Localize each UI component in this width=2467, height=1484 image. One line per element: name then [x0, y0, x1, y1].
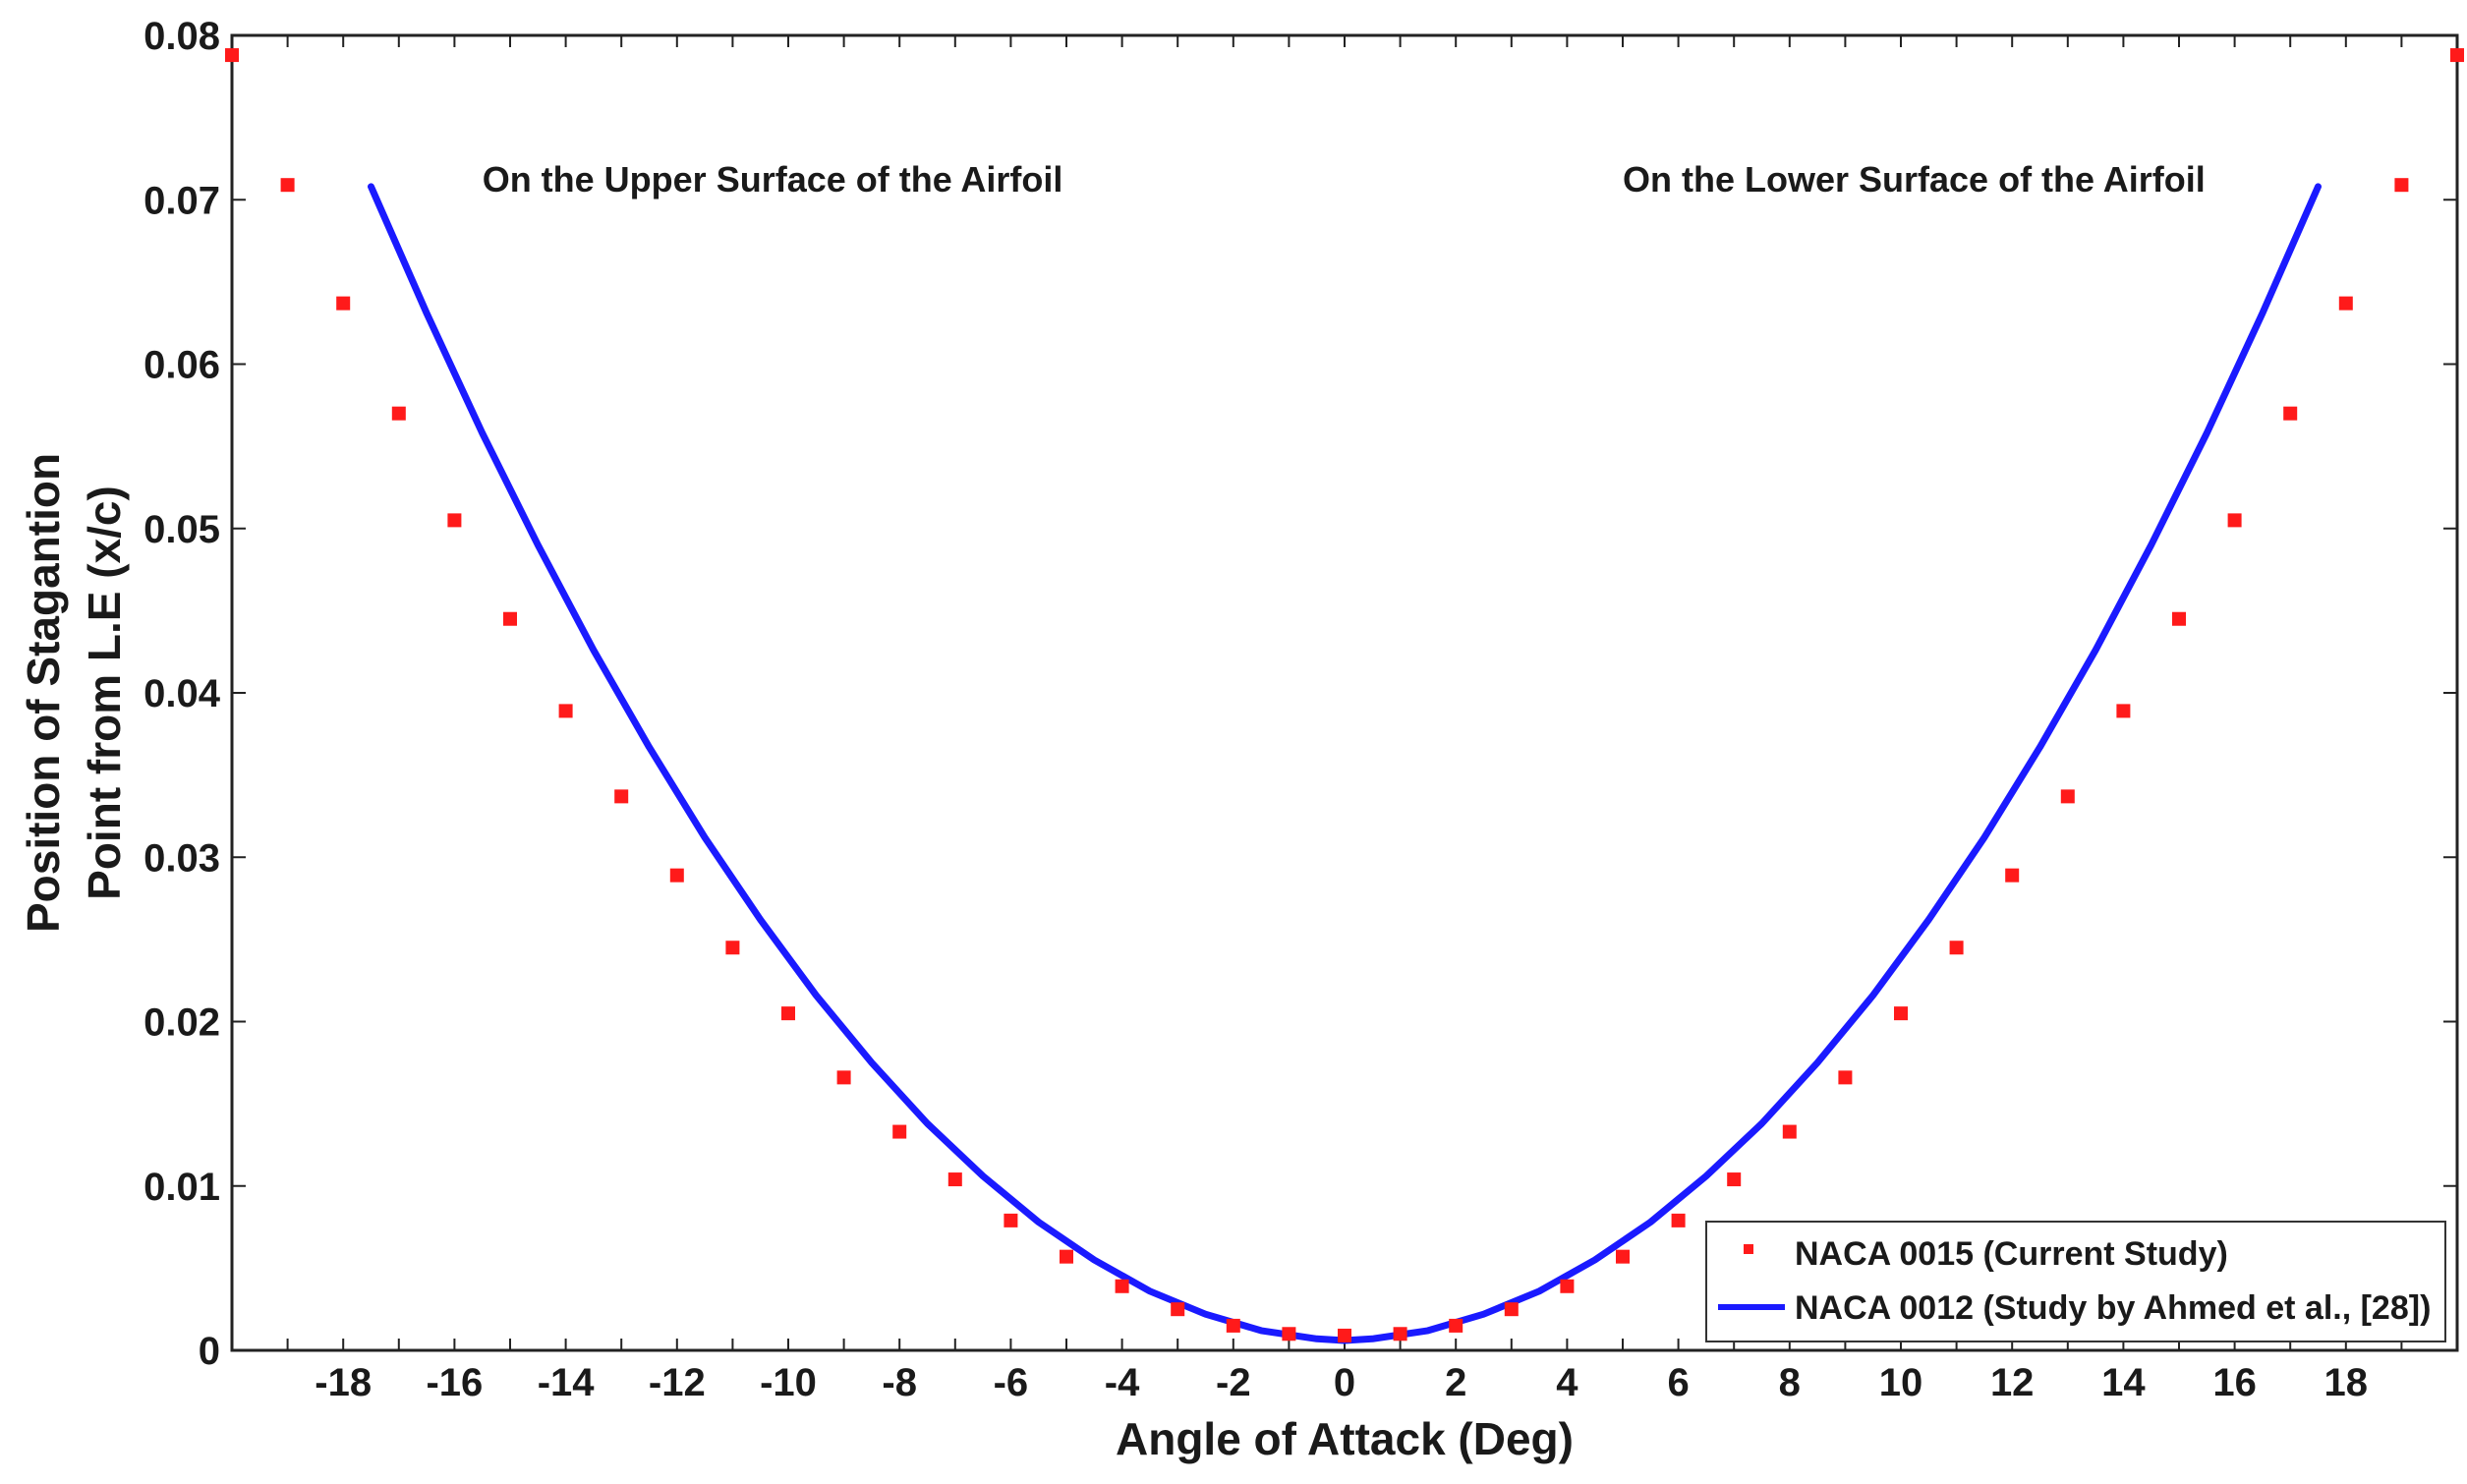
- marker-naca0015: [280, 178, 295, 193]
- marker-naca0015: [2394, 178, 2409, 193]
- marker-naca0015: [1171, 1302, 1185, 1317]
- marker-naca0015: [2060, 789, 2075, 804]
- marker-naca0015: [1838, 1070, 1853, 1085]
- marker-naca0015: [2116, 704, 2131, 718]
- x-tick-label: -12: [649, 1361, 706, 1404]
- x-tick-label: 16: [2212, 1361, 2257, 1404]
- marker-naca0015: [1060, 1249, 1073, 1264]
- x-tick-label: -4: [1105, 1361, 1140, 1404]
- legend-label-naca0015: NACA 0015 (Current Study): [1795, 1235, 2228, 1273]
- marker-naca0015: [2338, 296, 2353, 311]
- marker-naca0015: [1115, 1279, 1129, 1293]
- y-tick-label: 0.08: [143, 15, 220, 58]
- x-tick-label: 4: [1556, 1361, 1578, 1404]
- marker-naca0015: [447, 513, 462, 528]
- marker-naca0015: [1449, 1318, 1463, 1333]
- marker-naca0015: [2005, 868, 2020, 883]
- marker-naca0015: [836, 1070, 851, 1085]
- x-tick-label: 18: [2324, 1361, 2369, 1404]
- marker-naca0015: [1727, 1172, 1742, 1187]
- x-axis-title: Angle of Attack (Deg): [1116, 1413, 1574, 1464]
- y-tick-label: 0.04: [143, 672, 221, 715]
- ticks: [231, 34, 2458, 1351]
- marker-naca0015: [2283, 406, 2298, 421]
- x-tick-label: 6: [1667, 1361, 1689, 1404]
- marker-naca0015: [1504, 1302, 1519, 1317]
- x-tick-label: 10: [1879, 1361, 1923, 1404]
- y-tick-label: 0.06: [143, 344, 220, 387]
- marker-naca0015: [1894, 1006, 1908, 1021]
- marker-naca0015: [614, 789, 629, 804]
- annotation-lower-surface: On the Lower Surface of the Airfoil: [1623, 159, 2206, 200]
- y-tick-label: 0.02: [143, 1001, 220, 1045]
- legend-label-naca0012: NACA 0012 (Study by Ahmed et al., [28]): [1795, 1289, 2431, 1327]
- marker-naca0015: [558, 704, 573, 718]
- x-tick-labels: -18 -16 -14 -12 -10 -8 -6 -4 -2 0 2 4 6 8 10 12 14 16 18: [315, 1361, 2368, 1404]
- marker-naca0015: [947, 1172, 962, 1187]
- marker-naca0015: [2172, 611, 2186, 626]
- marker-naca0015: [1616, 1249, 1630, 1264]
- x-tick-label: -2: [1216, 1361, 1251, 1404]
- x-tick-label: 14: [2101, 1361, 2146, 1404]
- marker-naca0015: [725, 941, 740, 955]
- y-tick-labels: 0 0.01 0.02 0.03 0.04 0.05 0.06 0.07 0.08: [143, 15, 221, 1373]
- marker-naca0015: [2227, 513, 2242, 528]
- marker-naca0015: [391, 406, 406, 421]
- series-naca0015: [225, 48, 2464, 1342]
- marker-naca0015: [1782, 1124, 1797, 1139]
- x-tick-label: 12: [1990, 1361, 2035, 1404]
- legend-box: [1705, 1221, 2446, 1342]
- marker-naca0015: [892, 1124, 907, 1139]
- marker-naca0015: [781, 1006, 795, 1021]
- marker-naca0015: [503, 611, 517, 626]
- marker-naca0015: [1393, 1327, 1407, 1341]
- marker-naca0015: [336, 296, 351, 311]
- marker-naca0015: [2450, 48, 2464, 63]
- marker-naca0015: [1004, 1213, 1018, 1227]
- x-tick-label: -8: [882, 1361, 917, 1404]
- y-tick-label: 0.01: [143, 1166, 220, 1209]
- x-tick-label: -16: [426, 1361, 483, 1404]
- y-tick-label: 0.07: [143, 179, 220, 222]
- x-tick-label: -6: [994, 1361, 1029, 1404]
- x-tick-label: -10: [760, 1361, 817, 1404]
- marker-naca0015: [1226, 1318, 1240, 1333]
- marker-naca0015: [1560, 1279, 1575, 1293]
- y-axis-title-line-1: Position of Stagantion: [18, 453, 69, 933]
- x-tick-label: -18: [315, 1361, 372, 1404]
- marker-naca0015: [1671, 1213, 1686, 1227]
- legend: NACA 0015 (Current Study) NACA 0012 (Stu…: [1705, 1221, 2446, 1342]
- x-tick-label: 8: [1779, 1361, 1801, 1404]
- x-tick-label: -14: [538, 1361, 596, 1404]
- y-tick-label: 0.05: [143, 508, 220, 551]
- marker-naca0015: [225, 48, 239, 63]
- marker-naca0015: [669, 868, 684, 883]
- x-tick-label: 0: [1334, 1361, 1355, 1404]
- marker-naca0015: [1949, 941, 1964, 955]
- legend-marker-naca0015: [1744, 1244, 1753, 1254]
- marker-naca0015: [1282, 1327, 1296, 1341]
- x-tick-label: 2: [1445, 1361, 1466, 1404]
- y-tick-label: 0.03: [143, 836, 220, 880]
- annotation-upper-surface: On the Upper Surface of the Airfoil: [483, 159, 1063, 200]
- marker-naca0015: [1338, 1328, 1351, 1342]
- y-tick-label: 0: [199, 1330, 220, 1373]
- y-axis-title-line-2: Point from L.E (x/c): [79, 485, 130, 900]
